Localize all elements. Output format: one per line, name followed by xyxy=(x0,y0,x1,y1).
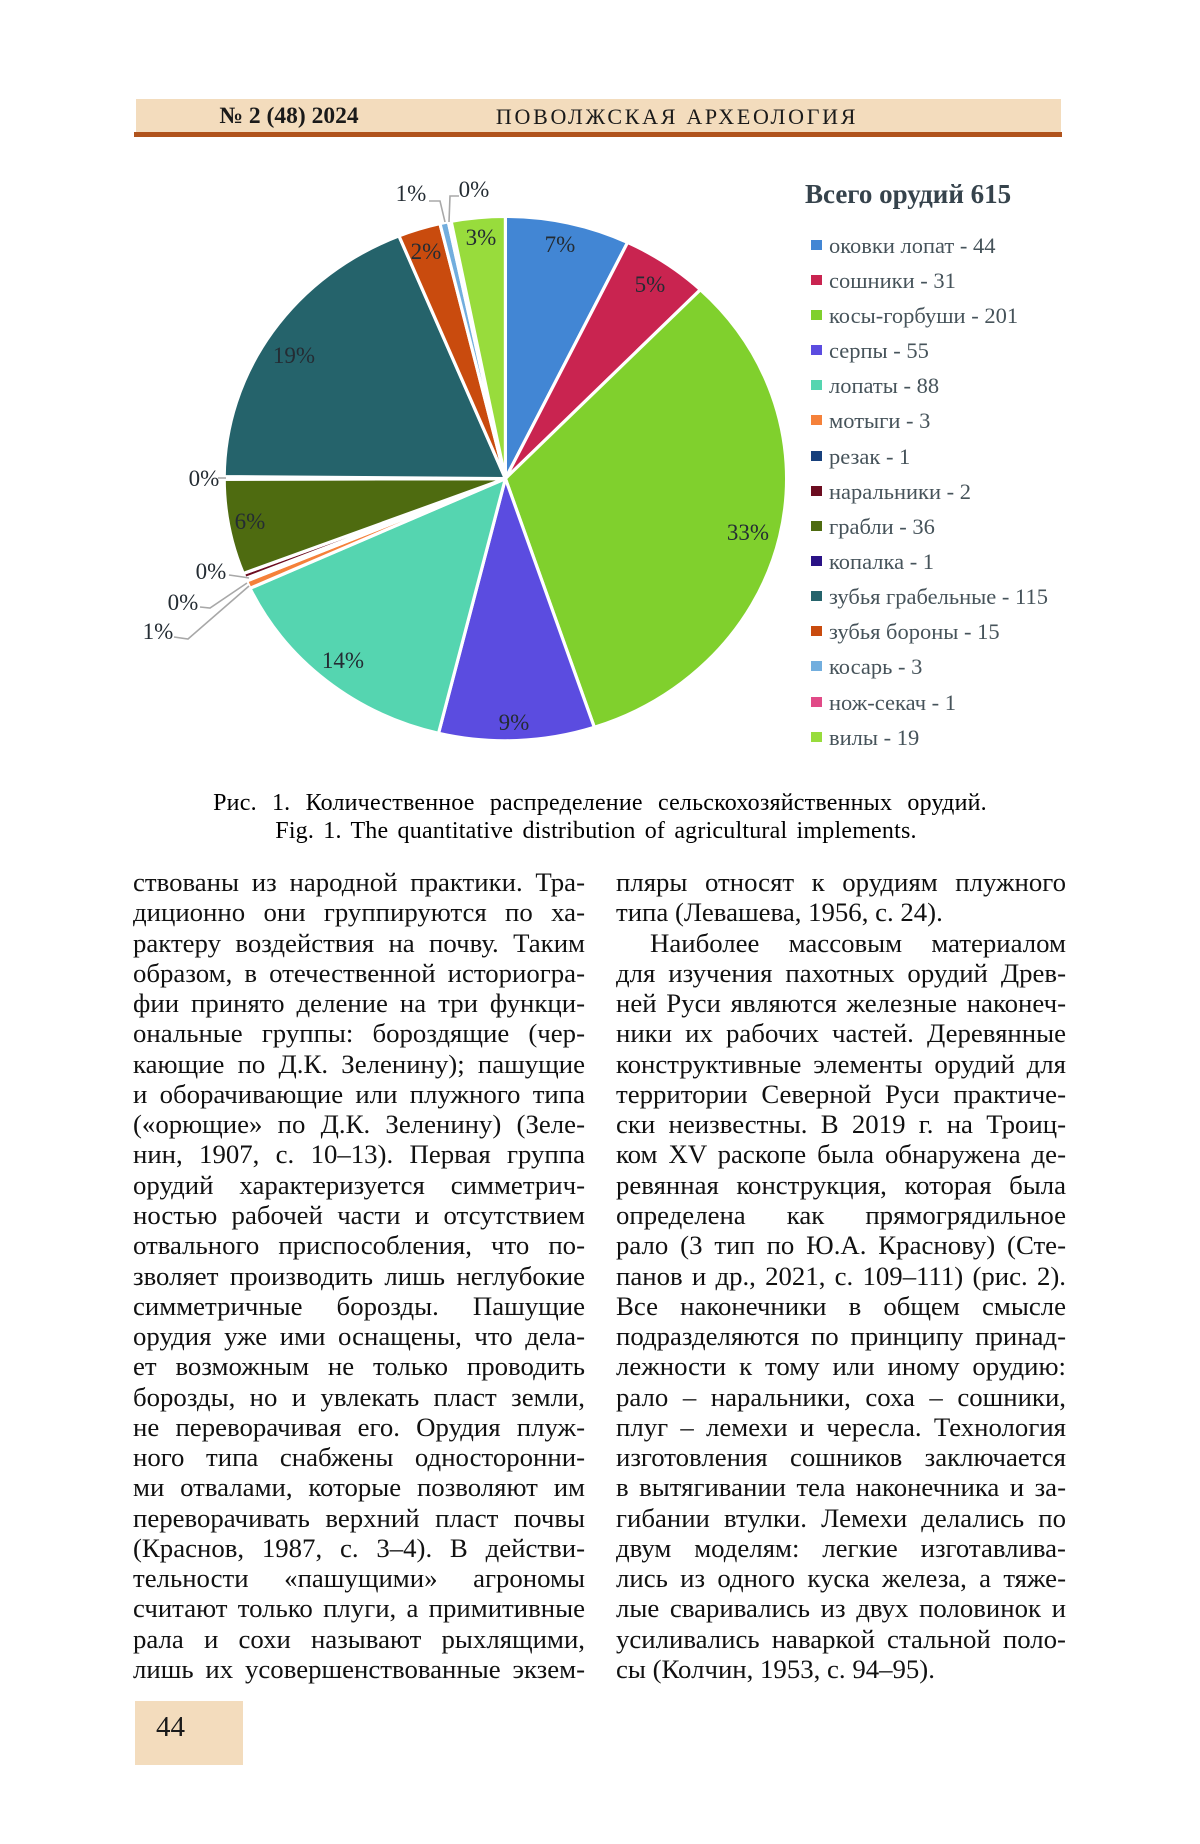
svg-text:2%: 2% xyxy=(411,239,442,264)
svg-text:0%: 0% xyxy=(196,559,227,584)
svg-text:0%: 0% xyxy=(459,177,490,202)
svg-text:9%: 9% xyxy=(499,710,530,735)
svg-text:0%: 0% xyxy=(189,466,220,491)
svg-text:3%: 3% xyxy=(466,225,497,250)
svg-text:14%: 14% xyxy=(322,648,364,673)
svg-text:6%: 6% xyxy=(235,509,266,534)
svg-text:1%: 1% xyxy=(143,619,174,644)
svg-text:0%: 0% xyxy=(168,590,199,615)
svg-text:5%: 5% xyxy=(635,272,666,297)
svg-text:19%: 19% xyxy=(273,343,315,368)
svg-text:33%: 33% xyxy=(727,520,769,545)
svg-text:1%: 1% xyxy=(396,181,427,206)
svg-text:7%: 7% xyxy=(545,232,576,257)
